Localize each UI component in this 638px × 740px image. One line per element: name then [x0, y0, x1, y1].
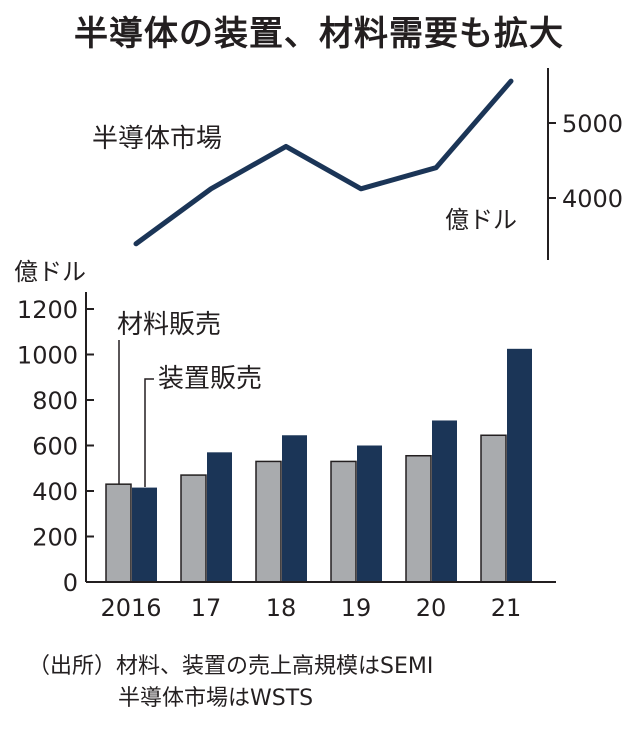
bar-material [255, 460, 282, 583]
bar-category-label: 19 [341, 594, 372, 622]
line-tick-label: 4000 [562, 185, 623, 213]
bar-equipment [207, 452, 232, 582]
bar-tick-label: 1200 [17, 296, 78, 324]
source-note-1: （出所）材料、装置の売上高規模はSEMI [28, 654, 434, 679]
line-y-label: 億ドル [445, 206, 517, 234]
bar-category-label: 20 [416, 594, 447, 622]
bar-tick-label: 800 [32, 387, 78, 415]
bar-category-label: 21 [491, 594, 522, 622]
line-series-label: 半導体市場 [92, 124, 222, 154]
bar-tick-label: 0 [63, 569, 78, 597]
bar-material [105, 483, 132, 583]
sales-bar-chart: 億ドル 1200 1000 800 600 400 200 0 2016 17 18 19 20 21… [14, 258, 556, 622]
bar-equipment [282, 435, 307, 582]
bar-category-label: 2016 [100, 594, 161, 622]
bar-tick-label: 400 [32, 478, 78, 506]
market-line-chart: 5000 4000 億ドル 半導体市場 [92, 68, 623, 260]
bar-category-label: 18 [266, 594, 297, 622]
legend-leader-equipment [144, 378, 154, 487]
legend-equipment-label: 装置販売 [158, 364, 262, 394]
bar-material [330, 460, 357, 583]
bar-material [180, 474, 207, 583]
bar-material [405, 454, 432, 583]
bar-equipment [357, 445, 382, 582]
bar-y-label: 億ドル [14, 258, 86, 286]
legend-material-label: 材料販売 [117, 310, 221, 340]
bar-equipment [432, 420, 457, 582]
line-tick-label: 5000 [562, 110, 623, 138]
bar-material [480, 434, 507, 583]
market-series-line [133, 78, 514, 247]
bar-tick-label: 1000 [17, 342, 78, 370]
chart-title: 半導体の装置、材料需要も拡大 [74, 14, 564, 54]
bar-tick-label: 200 [32, 524, 78, 552]
bar-equipment [132, 487, 157, 582]
bar-tick-label: 600 [32, 433, 78, 461]
bar-category-label: 17 [191, 594, 222, 622]
source-note-2: 半導体市場はWSTS [118, 686, 314, 711]
bar-equipment [507, 348, 532, 582]
